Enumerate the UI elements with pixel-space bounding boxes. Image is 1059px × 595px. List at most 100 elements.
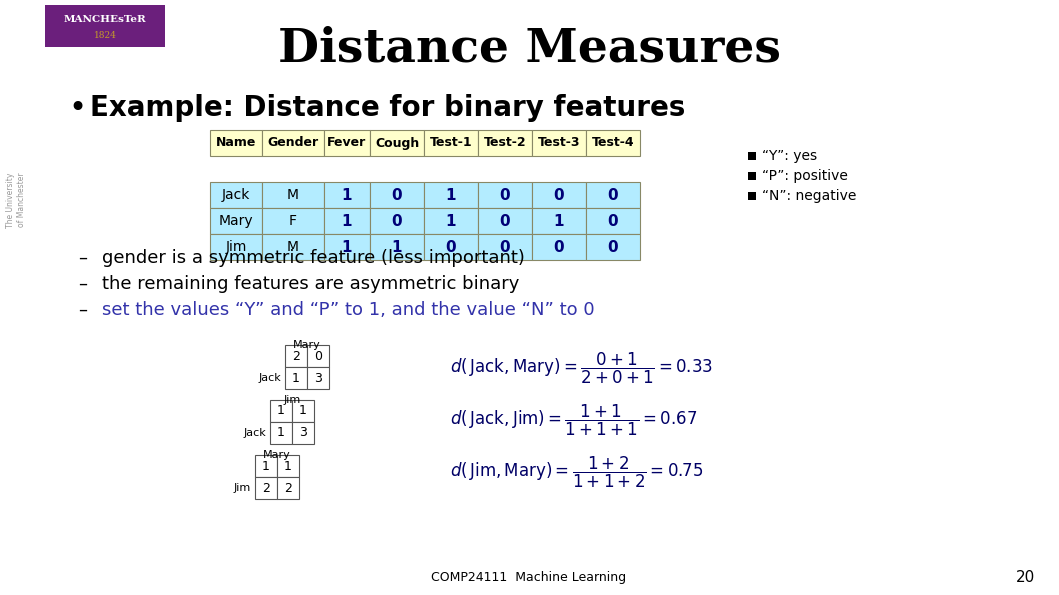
FancyBboxPatch shape: [255, 477, 277, 499]
Text: 0: 0: [608, 187, 618, 202]
FancyBboxPatch shape: [262, 130, 324, 156]
Text: 2: 2: [262, 481, 270, 494]
FancyBboxPatch shape: [270, 400, 292, 422]
FancyBboxPatch shape: [424, 182, 478, 208]
FancyBboxPatch shape: [532, 130, 586, 156]
Text: 20: 20: [1016, 571, 1035, 585]
Text: Jack: Jack: [258, 373, 281, 383]
Text: 1: 1: [277, 405, 285, 418]
FancyBboxPatch shape: [262, 182, 324, 208]
FancyBboxPatch shape: [324, 130, 370, 156]
Text: 1: 1: [277, 427, 285, 440]
Text: MANCHEsTeR: MANCHEsTeR: [64, 14, 146, 23]
Text: 0: 0: [500, 240, 510, 255]
FancyBboxPatch shape: [210, 208, 262, 234]
Text: Gender: Gender: [268, 136, 319, 149]
Text: 0: 0: [500, 214, 510, 228]
FancyBboxPatch shape: [255, 455, 277, 477]
Text: Cough: Cough: [375, 136, 419, 149]
FancyBboxPatch shape: [424, 234, 478, 260]
Text: Name: Name: [216, 136, 256, 149]
FancyBboxPatch shape: [424, 208, 478, 234]
Text: gender is a symmetric feature (less important): gender is a symmetric feature (less impo…: [102, 249, 525, 267]
Text: 0: 0: [500, 187, 510, 202]
Text: 1: 1: [342, 187, 353, 202]
Text: 1: 1: [292, 371, 300, 384]
Text: “P”: positive: “P”: positive: [762, 169, 848, 183]
Text: 1824: 1824: [93, 32, 116, 40]
Text: –: –: [78, 301, 87, 319]
FancyBboxPatch shape: [44, 5, 165, 47]
Text: 0: 0: [392, 214, 402, 228]
Text: Distance Measures: Distance Measures: [277, 25, 780, 71]
FancyBboxPatch shape: [532, 234, 586, 260]
FancyBboxPatch shape: [586, 130, 640, 156]
Text: 1: 1: [284, 459, 292, 472]
Text: M: M: [287, 188, 299, 202]
Text: F: F: [289, 214, 297, 228]
Text: 3: 3: [315, 371, 322, 384]
FancyBboxPatch shape: [292, 422, 315, 444]
Text: –: –: [78, 249, 87, 267]
Text: Fever: Fever: [327, 136, 366, 149]
FancyBboxPatch shape: [748, 192, 756, 200]
FancyBboxPatch shape: [270, 422, 292, 444]
Text: “Y”: yes: “Y”: yes: [762, 149, 818, 163]
FancyBboxPatch shape: [210, 182, 262, 208]
Text: Test-1: Test-1: [430, 136, 472, 149]
FancyBboxPatch shape: [324, 182, 370, 208]
Text: Mary: Mary: [293, 340, 321, 350]
Text: 1: 1: [342, 240, 353, 255]
Text: 2: 2: [284, 481, 292, 494]
Text: 1: 1: [262, 459, 270, 472]
FancyBboxPatch shape: [307, 367, 329, 389]
FancyBboxPatch shape: [532, 182, 586, 208]
Text: $d(\,\mathrm{Jack,Mary}) = \dfrac{0+1}{2+0+1} = 0.33$: $d(\,\mathrm{Jack,Mary}) = \dfrac{0+1}{2…: [450, 350, 713, 386]
Text: set the values “Y” and “P” to 1, and the value “N” to 0: set the values “Y” and “P” to 1, and the…: [102, 301, 594, 319]
Text: 0: 0: [315, 349, 322, 362]
Text: $d(\,\mathrm{Jack,Jim}) = \dfrac{1+1}{1+1+1} = 0.67$: $d(\,\mathrm{Jack,Jim}) = \dfrac{1+1}{1+…: [450, 402, 697, 437]
Text: COMP24111  Machine Learning: COMP24111 Machine Learning: [431, 572, 627, 584]
Text: Test-3: Test-3: [538, 136, 580, 149]
Text: 3: 3: [299, 427, 307, 440]
FancyBboxPatch shape: [370, 234, 424, 260]
Text: The University
of Manchester: The University of Manchester: [6, 173, 25, 228]
FancyBboxPatch shape: [748, 172, 756, 180]
FancyBboxPatch shape: [532, 208, 586, 234]
Text: Test-2: Test-2: [484, 136, 526, 149]
FancyBboxPatch shape: [478, 130, 532, 156]
FancyBboxPatch shape: [292, 400, 315, 422]
FancyBboxPatch shape: [262, 234, 324, 260]
Text: M: M: [287, 240, 299, 254]
FancyBboxPatch shape: [586, 182, 640, 208]
FancyBboxPatch shape: [277, 455, 299, 477]
FancyBboxPatch shape: [370, 208, 424, 234]
Text: 0: 0: [554, 187, 564, 202]
Text: 1: 1: [446, 214, 456, 228]
FancyBboxPatch shape: [210, 234, 262, 260]
Text: 1: 1: [392, 240, 402, 255]
Text: Jim: Jim: [226, 240, 247, 254]
Text: 1: 1: [299, 405, 307, 418]
FancyBboxPatch shape: [324, 208, 370, 234]
Text: 1: 1: [446, 187, 456, 202]
Text: Mary: Mary: [263, 450, 291, 460]
Text: the remaining features are asymmetric binary: the remaining features are asymmetric bi…: [102, 275, 519, 293]
Text: •: •: [68, 93, 86, 123]
Text: –: –: [78, 275, 87, 293]
Text: 0: 0: [608, 240, 618, 255]
FancyBboxPatch shape: [262, 208, 324, 234]
Text: 1: 1: [342, 214, 353, 228]
Text: $d(\,\mathrm{Jim,Mary}) = \dfrac{1+2}{1+1+2} = 0.75$: $d(\,\mathrm{Jim,Mary}) = \dfrac{1+2}{1+…: [450, 455, 703, 490]
Text: Jack: Jack: [244, 428, 266, 438]
Text: “N”: negative: “N”: negative: [762, 189, 857, 203]
Text: 0: 0: [392, 187, 402, 202]
FancyBboxPatch shape: [324, 234, 370, 260]
FancyBboxPatch shape: [748, 152, 756, 160]
Text: Jim: Jim: [234, 483, 251, 493]
Text: 1: 1: [554, 214, 564, 228]
Text: Mary: Mary: [219, 214, 253, 228]
FancyBboxPatch shape: [285, 367, 307, 389]
FancyBboxPatch shape: [478, 182, 532, 208]
FancyBboxPatch shape: [478, 234, 532, 260]
